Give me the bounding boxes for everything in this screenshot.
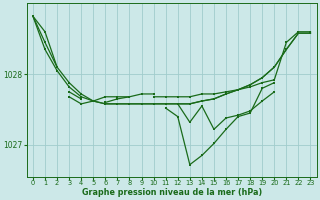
X-axis label: Graphe pression niveau de la mer (hPa): Graphe pression niveau de la mer (hPa) <box>82 188 262 197</box>
